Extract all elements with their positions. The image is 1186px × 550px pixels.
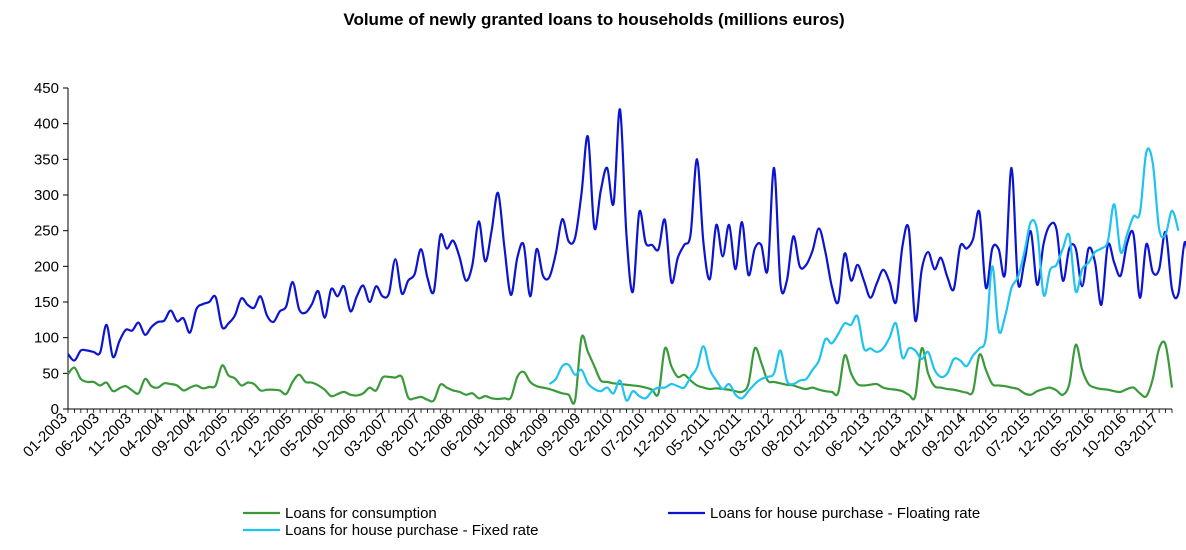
legend-label-0: Loans for consumption — [285, 505, 437, 522]
y-tick-label: 300 — [34, 187, 59, 204]
series-line-1 — [67, 108, 1186, 362]
y-tick-label: 150 — [34, 294, 59, 311]
legend-label-2: Loans for house purchase - Fixed rate — [285, 522, 538, 539]
series-line-2 — [548, 147, 1180, 402]
axes: 05010015020025030035040045001-200306-200… — [20, 80, 1173, 461]
y-tick-label: 200 — [34, 258, 59, 275]
y-tick-label: 50 — [42, 365, 59, 382]
chart-title: Volume of newly granted loans to househo… — [343, 10, 844, 29]
y-tick-label: 450 — [34, 80, 59, 97]
series-layer — [67, 108, 1186, 405]
y-tick-label: 100 — [34, 330, 59, 347]
y-tick-label: 350 — [34, 151, 59, 168]
y-tick-label: 400 — [34, 116, 59, 133]
legend-label-1: Loans for house purchase - Floating rate — [710, 505, 980, 522]
series-line-0 — [67, 334, 1174, 405]
y-tick-label: 250 — [34, 223, 59, 240]
y-tick-label: 0 — [51, 401, 59, 418]
legend: Loans for consumption Loans for house pur… — [243, 505, 980, 539]
